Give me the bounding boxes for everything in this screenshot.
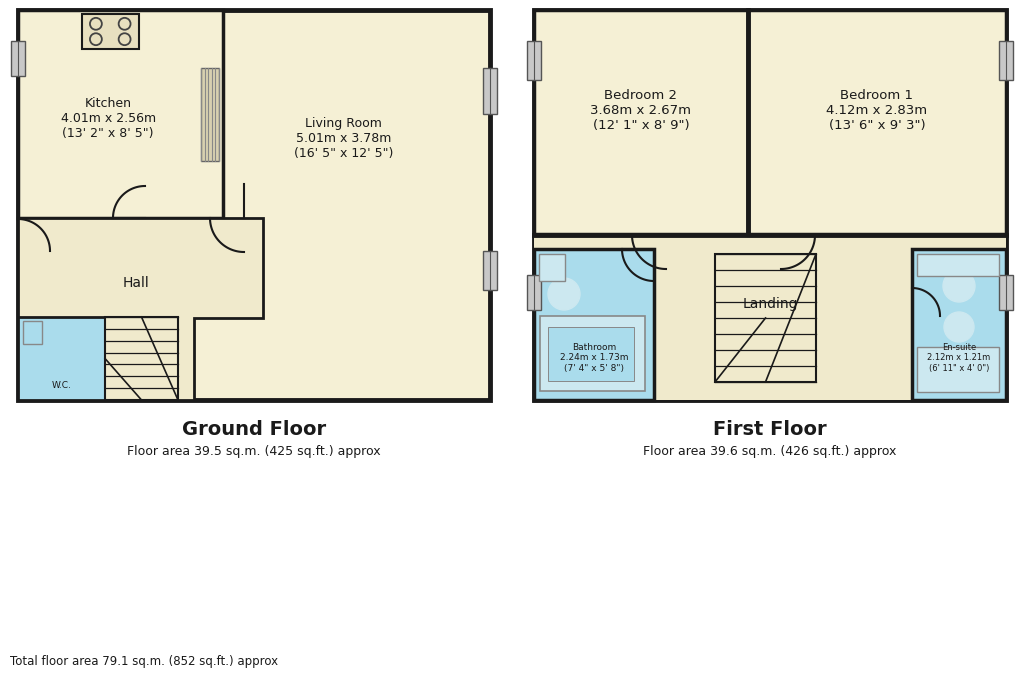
Bar xyxy=(715,254,816,382)
Bar xyxy=(539,254,565,281)
Bar xyxy=(82,14,139,49)
Bar xyxy=(548,327,634,381)
Text: Floor area 39.5 sq.m. (425 sq.ft.) approx: Floor area 39.5 sq.m. (425 sq.ft.) appro… xyxy=(127,445,381,458)
Text: Landing: Landing xyxy=(742,297,798,311)
Bar xyxy=(918,254,999,276)
Text: Living Room
5.01m x 3.78m
(16' 5" x 12' 5"): Living Room 5.01m x 3.78m (16' 5" x 12' … xyxy=(294,117,393,160)
Circle shape xyxy=(26,333,62,369)
Text: Bedroom 2
3.68m x 2.67m
(12' 1" x 8' 9"): Bedroom 2 3.68m x 2.67m (12' 1" x 8' 9") xyxy=(591,89,691,132)
Text: Ground Floor: Ground Floor xyxy=(182,420,326,439)
Polygon shape xyxy=(18,218,263,400)
Bar xyxy=(748,10,1006,234)
Circle shape xyxy=(943,270,975,302)
Bar xyxy=(527,275,541,310)
Bar xyxy=(18,317,105,400)
Text: W.C.: W.C. xyxy=(51,381,72,389)
Polygon shape xyxy=(534,235,1006,400)
Bar xyxy=(11,41,25,76)
Text: Kitchen
4.01m x 2.56m
(13' 2" x 8' 5"): Kitchen 4.01m x 2.56m (13' 2" x 8' 5") xyxy=(60,97,156,140)
Text: Total floor area 79.1 sq.m. (852 sq.ft.) approx: Total floor area 79.1 sq.m. (852 sq.ft.)… xyxy=(10,655,279,668)
Bar xyxy=(18,10,490,400)
Bar xyxy=(912,249,1006,400)
Bar xyxy=(527,41,541,80)
Bar xyxy=(483,68,497,114)
Bar xyxy=(918,347,999,392)
Circle shape xyxy=(944,312,974,342)
Bar xyxy=(534,249,654,400)
Bar xyxy=(534,10,748,234)
Text: Floor area 39.6 sq.m. (426 sq.ft.) approx: Floor area 39.6 sq.m. (426 sq.ft.) appro… xyxy=(643,445,897,458)
Bar xyxy=(23,321,42,344)
Bar xyxy=(201,68,219,161)
Text: First Floor: First Floor xyxy=(713,420,826,439)
Circle shape xyxy=(548,278,580,310)
Text: Bedroom 1
4.12m x 2.83m
(13' 6" x 9' 3"): Bedroom 1 4.12m x 2.83m (13' 6" x 9' 3") xyxy=(826,89,928,132)
Bar xyxy=(105,317,178,400)
Text: En-suite
2.12m x 1.21m
(6' 11" x 4' 0"): En-suite 2.12m x 1.21m (6' 11" x 4' 0") xyxy=(928,343,990,372)
Circle shape xyxy=(63,335,96,367)
Bar xyxy=(999,275,1013,310)
Bar xyxy=(540,316,645,391)
Polygon shape xyxy=(18,218,263,400)
Text: Hall: Hall xyxy=(123,276,150,290)
Text: Bathroom
2.24m x 1.73m
(7' 4" x 5' 8"): Bathroom 2.24m x 1.73m (7' 4" x 5' 8") xyxy=(560,343,629,372)
Bar xyxy=(18,10,223,218)
Bar xyxy=(999,41,1013,80)
Bar xyxy=(483,251,497,290)
Bar xyxy=(534,10,1006,400)
